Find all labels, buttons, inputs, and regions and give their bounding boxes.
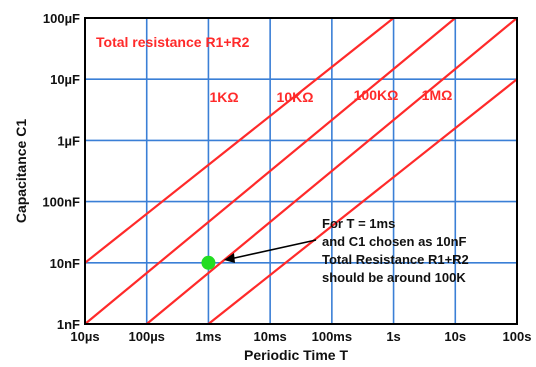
- x-tick-label: 100s: [503, 329, 532, 344]
- series-line-2: [84, 17, 456, 325]
- series-label-100k: 100KΩ: [354, 87, 399, 103]
- y-tick-label: 1µF: [57, 133, 80, 148]
- tick-labels: 10µs 100µs 1ms 10ms 100ms 1s 10s 100s 1nF 10nF 100…: [42, 11, 531, 344]
- operating-point-marker: [201, 255, 216, 270]
- x-tick-label: 100µs: [129, 329, 165, 344]
- series-label-1m: 1MΩ: [422, 87, 453, 103]
- y-tick-label: 10nF: [50, 256, 80, 271]
- legend-text: Total resistance R1+R2: [96, 34, 250, 50]
- x-tick-label: 1s: [386, 329, 400, 344]
- x-tick-label: 100ms: [312, 329, 352, 344]
- series-line-4: [207, 78, 518, 325]
- y-tick-label: 1nF: [57, 317, 80, 332]
- y-axis-label: Capacitance C1: [13, 119, 29, 223]
- series-lines: [84, 17, 518, 325]
- y-tick-label: 100nF: [42, 195, 80, 210]
- annotation-arrow-head: [224, 253, 235, 263]
- annotation-line-2: and C1 chosen as 10nF: [322, 234, 467, 249]
- series-label-10k: 10KΩ: [277, 89, 314, 105]
- x-axis-label: Periodic Time T: [244, 347, 348, 363]
- annotation-arrow-shaft: [229, 239, 317, 260]
- series-label-1k: 1KΩ: [209, 89, 238, 105]
- y-tick-label: 10µF: [50, 72, 80, 87]
- annotation-line-1: For T = 1ms: [322, 216, 395, 231]
- annotation-line-3: Total Resistance R1+R2: [322, 252, 469, 267]
- plot-frame: [84, 17, 518, 325]
- annotation-line-4: should be around 100K: [322, 270, 466, 285]
- x-tick-label: 1ms: [195, 329, 221, 344]
- series-line-1: [84, 17, 395, 264]
- series-line-3: [146, 17, 518, 325]
- x-tick-label: 10µs: [70, 329, 99, 344]
- x-tick-label: 10ms: [254, 329, 287, 344]
- y-tick-label: 100µF: [43, 11, 80, 26]
- x-tick-label: 10s: [444, 329, 466, 344]
